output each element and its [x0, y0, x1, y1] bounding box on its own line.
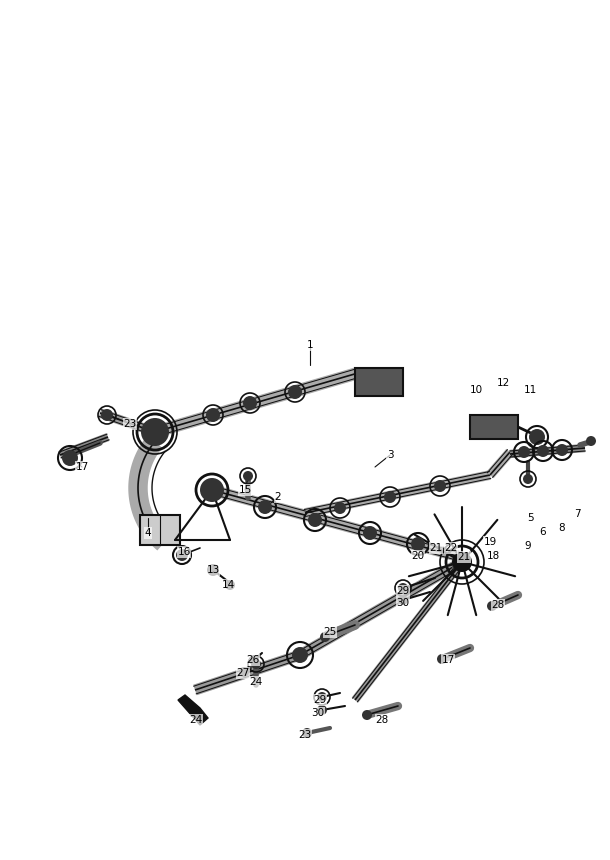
Circle shape — [363, 377, 373, 387]
Text: 15: 15 — [239, 485, 251, 495]
Circle shape — [101, 409, 113, 421]
Circle shape — [398, 583, 408, 593]
Circle shape — [523, 474, 533, 484]
Circle shape — [251, 659, 261, 669]
Circle shape — [501, 422, 511, 432]
Circle shape — [362, 710, 372, 720]
Text: 8: 8 — [559, 523, 565, 533]
Text: 30: 30 — [312, 708, 325, 718]
Text: 14: 14 — [221, 580, 235, 590]
Circle shape — [141, 418, 169, 446]
Circle shape — [390, 377, 400, 387]
Text: 12: 12 — [497, 378, 509, 388]
Circle shape — [434, 480, 446, 492]
Circle shape — [363, 526, 377, 540]
Text: 21: 21 — [458, 552, 471, 562]
Text: 1: 1 — [307, 340, 314, 350]
Circle shape — [334, 502, 346, 514]
Circle shape — [258, 500, 272, 514]
Text: 24: 24 — [249, 677, 263, 687]
Circle shape — [317, 705, 327, 715]
Text: 22: 22 — [444, 543, 458, 553]
Text: 30: 30 — [396, 598, 409, 608]
Text: 16: 16 — [178, 547, 190, 557]
Text: 25: 25 — [323, 627, 337, 637]
Text: 26: 26 — [246, 655, 260, 665]
Text: 29: 29 — [314, 695, 326, 705]
Circle shape — [225, 580, 235, 590]
Circle shape — [249, 655, 259, 665]
Circle shape — [320, 632, 330, 642]
Text: 7: 7 — [573, 509, 580, 519]
Text: 13: 13 — [206, 565, 220, 575]
Text: 17: 17 — [442, 655, 454, 665]
Text: 19: 19 — [483, 537, 497, 547]
Text: 11: 11 — [523, 385, 537, 395]
Circle shape — [176, 549, 188, 561]
Circle shape — [206, 408, 220, 422]
Text: 29: 29 — [396, 586, 410, 596]
FancyBboxPatch shape — [355, 368, 403, 396]
Text: 5: 5 — [526, 513, 533, 523]
Text: 3: 3 — [387, 450, 393, 460]
Text: 21: 21 — [429, 543, 443, 553]
Circle shape — [239, 667, 249, 677]
Text: 24: 24 — [189, 715, 203, 725]
Text: 17: 17 — [76, 462, 88, 472]
FancyBboxPatch shape — [470, 415, 518, 439]
Circle shape — [207, 564, 219, 576]
Circle shape — [377, 377, 387, 387]
Circle shape — [411, 537, 425, 551]
Circle shape — [302, 728, 312, 738]
Circle shape — [384, 491, 396, 503]
Circle shape — [529, 429, 545, 445]
Text: 18: 18 — [486, 551, 500, 561]
Circle shape — [243, 396, 257, 410]
Circle shape — [288, 385, 302, 399]
Circle shape — [518, 446, 530, 458]
Circle shape — [200, 478, 224, 502]
Circle shape — [452, 552, 472, 572]
Circle shape — [292, 647, 308, 663]
Circle shape — [556, 444, 568, 456]
Circle shape — [398, 595, 408, 605]
Circle shape — [489, 422, 499, 432]
Circle shape — [317, 692, 327, 702]
Circle shape — [243, 471, 253, 481]
Circle shape — [437, 654, 447, 664]
Circle shape — [62, 450, 78, 466]
Text: 6: 6 — [540, 527, 547, 537]
Text: 23: 23 — [298, 730, 312, 740]
Text: 4: 4 — [145, 528, 151, 538]
Text: 10: 10 — [470, 385, 483, 395]
Text: 27: 27 — [237, 668, 249, 678]
Text: 2: 2 — [274, 492, 281, 502]
Circle shape — [537, 445, 549, 457]
Text: 9: 9 — [525, 541, 531, 551]
FancyBboxPatch shape — [140, 515, 180, 545]
Circle shape — [487, 601, 497, 611]
Text: 28: 28 — [492, 600, 504, 610]
Polygon shape — [178, 695, 208, 725]
Circle shape — [586, 436, 596, 446]
Text: 28: 28 — [375, 715, 389, 725]
Circle shape — [477, 422, 487, 432]
Text: 23: 23 — [123, 419, 137, 429]
Circle shape — [308, 513, 322, 527]
Text: 20: 20 — [411, 551, 425, 561]
